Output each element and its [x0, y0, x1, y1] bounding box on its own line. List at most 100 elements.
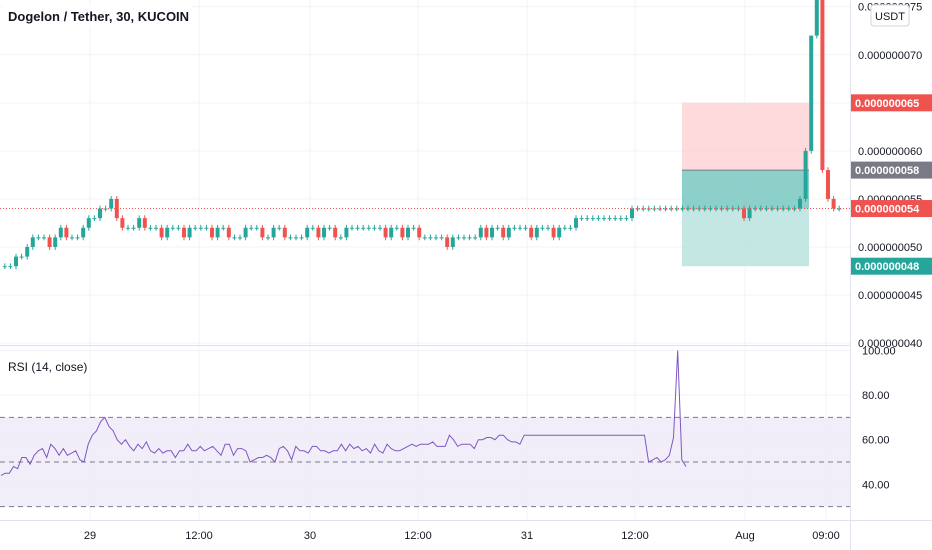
candle-body	[518, 227, 522, 229]
rsi-axis[interactable]: 100.00 80.00 60.00 40.00	[862, 345, 896, 491]
candle-body	[546, 227, 550, 229]
candle-body	[19, 256, 24, 258]
short-position-tool[interactable]	[682, 102, 809, 267]
candle-body	[226, 227, 231, 238]
candle-body	[42, 237, 46, 239]
candle-body	[389, 227, 394, 238]
currency-button-frame[interactable]	[870, 4, 910, 27]
candle-body	[540, 227, 545, 229]
candle-body	[618, 218, 623, 220]
rsi-tick-label: 100.00	[862, 345, 896, 357]
candle-body	[585, 218, 590, 220]
candle-body	[126, 227, 130, 229]
candle-body	[333, 227, 338, 238]
candle-body	[714, 208, 718, 210]
candle-body	[361, 227, 366, 229]
candle-body	[814, 0, 819, 36]
candle-body	[322, 227, 326, 238]
candle-body	[58, 227, 63, 238]
candle-body	[758, 208, 763, 210]
candle-body	[445, 237, 450, 247]
candle-body	[456, 237, 461, 239]
candle-body	[439, 237, 444, 239]
candle-body	[176, 227, 181, 229]
price-tag-target	[851, 257, 932, 275]
candle-body	[238, 237, 242, 239]
candle-body	[14, 256, 18, 267]
time-axis[interactable]: 29 12:00 30 12:00 31 12:00 Aug 09:00	[84, 530, 840, 542]
candle-body	[64, 227, 69, 238]
candle-body	[641, 208, 646, 210]
candle-body	[221, 227, 226, 229]
rsi-title[interactable]: RSI (14, close)	[8, 360, 87, 374]
candle-body	[114, 198, 119, 219]
candle-body	[305, 227, 310, 238]
currency-button-label[interactable]: USDT	[875, 11, 905, 23]
candle-body	[719, 208, 724, 210]
candle-body	[81, 227, 86, 238]
position-stop-zone[interactable]	[682, 102, 809, 171]
candle-body	[613, 218, 618, 220]
time-tick-label: 31	[521, 530, 533, 542]
price-tag-label: 0.000000065	[855, 98, 919, 110]
candle-body	[478, 227, 483, 238]
candle-body	[350, 227, 354, 229]
candle-body	[820, 0, 825, 171]
price-tick-label: 0.000000060	[858, 146, 922, 158]
candle-body	[674, 208, 679, 210]
price-tag-last	[851, 200, 932, 218]
candle-body	[249, 227, 254, 229]
candle-body	[170, 227, 175, 229]
candle-body	[630, 208, 634, 219]
symbol-title[interactable]: Dogelon / Tether, 30, KUCOIN	[8, 9, 189, 24]
candle-body	[562, 227, 567, 229]
candle-body	[607, 218, 612, 220]
candle-body	[434, 237, 438, 239]
price-tick-label: 0.000000050	[858, 242, 922, 254]
candle-body	[669, 208, 674, 210]
candle-body	[394, 227, 399, 229]
candle-body	[30, 237, 35, 247]
candle-body	[680, 208, 685, 210]
candle-body	[266, 237, 270, 239]
candle-body	[8, 266, 13, 268]
time-tick-label: 12:00	[185, 530, 213, 542]
candle-body	[277, 227, 282, 229]
candle-body	[400, 227, 405, 238]
price-tick-label: 0.000000070	[858, 50, 922, 62]
candle-body	[210, 227, 214, 238]
candle-body	[282, 227, 287, 238]
candle-body	[568, 227, 573, 229]
candle-body	[579, 218, 584, 220]
candle-body	[2, 266, 7, 268]
candle-body	[187, 227, 192, 238]
candle-body	[529, 227, 534, 238]
candle-body	[310, 227, 315, 229]
candle-body	[120, 218, 125, 228]
candle-body	[193, 227, 198, 229]
candle-body	[47, 237, 52, 247]
candle-body	[635, 208, 640, 210]
currency-button[interactable]: USDT	[870, 4, 910, 27]
candle-body	[663, 208, 668, 210]
candle-body	[574, 218, 578, 228]
candle-body	[501, 227, 506, 238]
candle-body	[702, 208, 707, 210]
candle-body	[809, 35, 814, 151]
candle-body	[70, 237, 74, 239]
candle-body	[338, 237, 343, 239]
price-tag-label: 0.000000054	[855, 204, 920, 216]
candle-body	[215, 227, 220, 238]
time-tick-label: 12:00	[621, 530, 649, 542]
candle-body	[182, 227, 186, 238]
price-tag-stop	[851, 94, 932, 112]
rsi-tick-label: 80.00	[862, 390, 890, 402]
candle-body	[372, 227, 377, 229]
price-tick-label: 0.000000040	[858, 338, 922, 350]
candle-body	[25, 246, 30, 257]
rsi-tick-label: 40.00	[862, 479, 890, 491]
candle-body	[725, 208, 730, 210]
candles-series	[2, 0, 842, 270]
candle-body	[327, 227, 332, 229]
